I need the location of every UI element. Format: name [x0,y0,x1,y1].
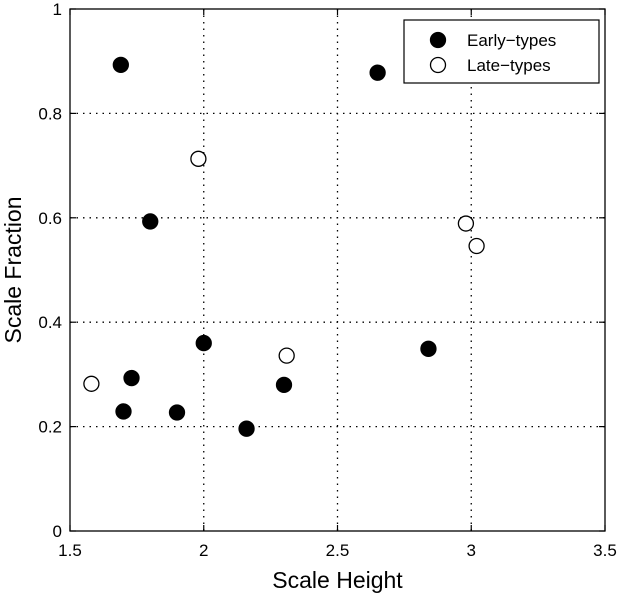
y-tick-label: 0.8 [38,104,62,123]
y-tick-label: 1 [53,0,62,19]
legend: Early−types Late−types [403,19,600,84]
late-type-point [457,215,475,232]
early-type-point [238,420,255,437]
early-type-point [112,56,129,74]
y-tick-label: 0.6 [38,209,62,228]
legend-marker-early-types [429,31,447,49]
early-type-point [195,334,212,352]
y-tick-label: 0.4 [38,313,62,332]
legend-label-early-types: Early−types [467,31,556,50]
y-axis-title: Scale Fraction [0,196,26,343]
early-type-point [369,64,386,81]
x-tick-label: 3 [467,541,476,560]
y-tick-label: 0.2 [38,418,62,437]
x-axis-title: Scale Height [272,567,403,593]
x-tick-label: 1.5 [58,541,82,560]
x-tick-label: 2 [199,541,208,560]
early-type-point [123,369,140,387]
data-points [83,56,485,437]
early-type-point [275,376,293,393]
late-type-point [190,150,207,167]
late-type-point [468,237,485,255]
axis-ticks: 1.5 2 2.5 3 3.5 0 0.2 0.4 0.6 0.8 1 [38,0,616,560]
x-tick-label: 3.5 [593,541,617,560]
x-tick-label: 2.5 [326,541,350,560]
legend-label-late-types: Late−types [467,56,551,75]
early-type-point [142,213,159,230]
grid-lines [70,9,605,531]
late-type-point [83,375,100,392]
early-type-point [420,340,437,357]
late-type-point [278,347,295,364]
early-type-point [115,403,132,420]
legend-marker-late-types [429,56,447,74]
early-type-point [168,404,186,421]
y-tick-label: 0 [53,522,62,541]
